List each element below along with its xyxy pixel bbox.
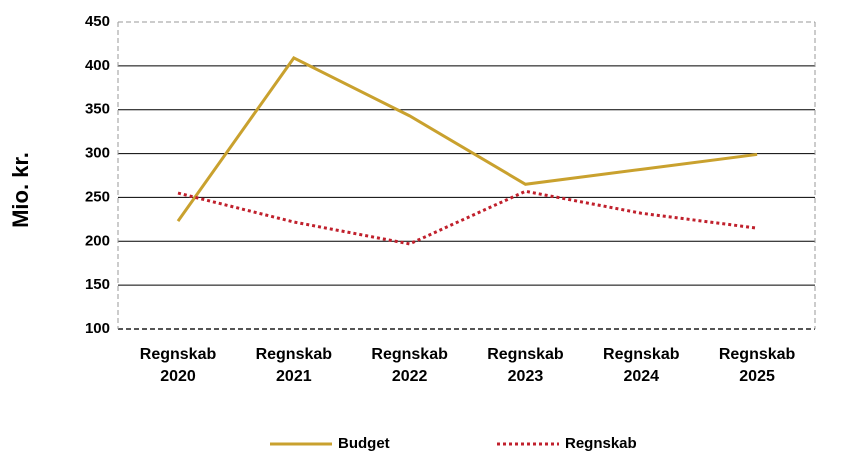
x-tick-label: Regnskab 2024 xyxy=(603,346,680,385)
data-line xyxy=(176,56,758,222)
x-tick-label: Regnskab 2020 xyxy=(139,346,217,385)
legend-label: Budget xyxy=(338,435,390,452)
y-tick-label: 250 xyxy=(85,188,110,205)
y-tick-label: 150 xyxy=(85,276,110,293)
y-tick-label: 400 xyxy=(85,57,110,74)
x-tick-label: Regnskab 2023 xyxy=(487,346,564,385)
y-tick-label: 200 xyxy=(85,232,110,249)
legend-label: Regnskab xyxy=(565,435,637,452)
x-tick-label: Regnskab 2025 xyxy=(718,346,796,385)
y-tick-label: 100 xyxy=(85,320,110,337)
y-tick-label: 450 xyxy=(85,13,110,30)
x-tick-label: Regnskab 2022 xyxy=(371,346,448,385)
data-line xyxy=(177,189,758,246)
x-tick-label: Regnskab 2021 xyxy=(255,346,333,385)
y-axis-label: Mio. kr. xyxy=(8,152,33,228)
y-tick-label: 350 xyxy=(85,101,110,118)
y-tick-label: 300 xyxy=(85,145,110,162)
